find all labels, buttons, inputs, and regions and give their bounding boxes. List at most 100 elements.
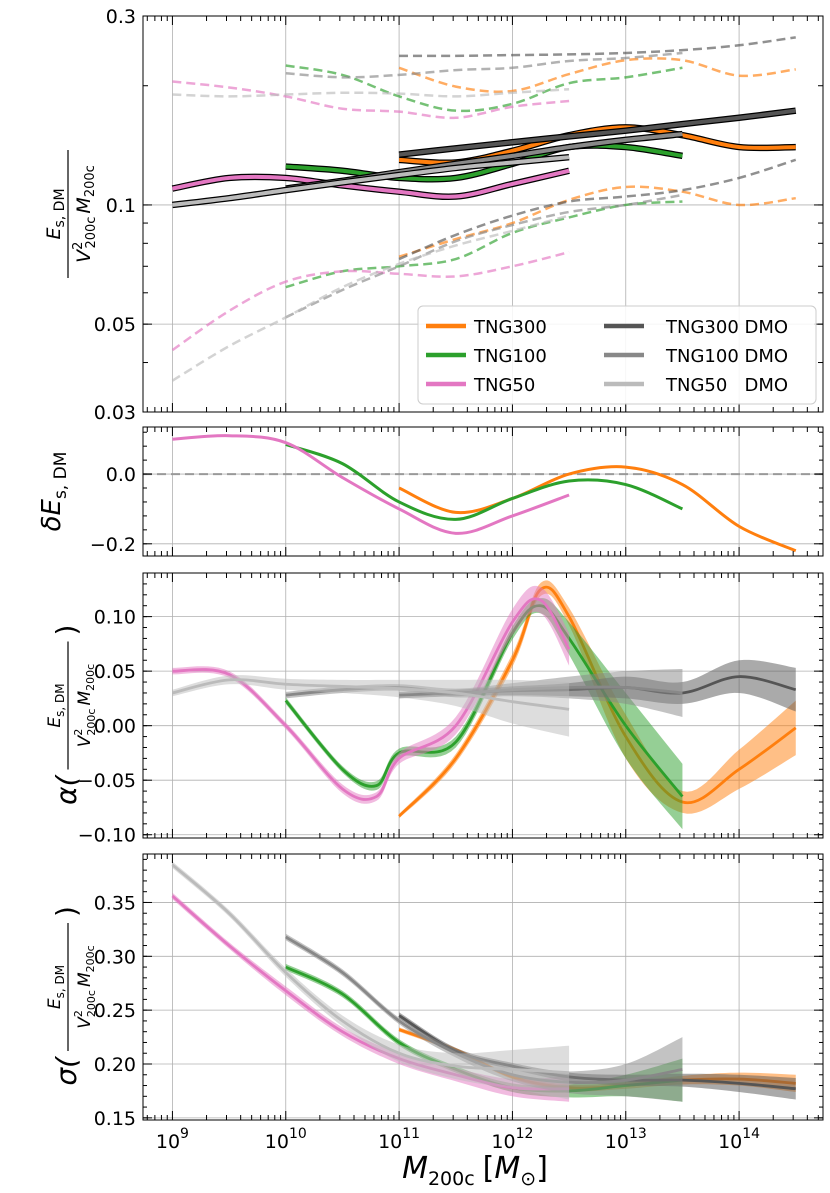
- series-line: [285, 143, 683, 182]
- label-denominator: V2200cM200c: [72, 664, 98, 747]
- panel-frame: [142, 853, 824, 1121]
- x-axis-title: M200c [M⊙]: [402, 1151, 548, 1190]
- series-tng300-dashed-6: [398, 57, 796, 93]
- series-line: [398, 585, 797, 818]
- label-part: E: [43, 228, 65, 240]
- y-tick-label: 0.03: [94, 402, 136, 424]
- label-denominator: V2200cM200c: [71, 165, 99, 263]
- series-line: [172, 678, 570, 711]
- series-line: [171, 863, 570, 1075]
- series-tng300-dmo-dashed-12: [399, 36, 796, 58]
- y-tick-label: −0.10: [78, 825, 136, 847]
- y-tick-label: 0.05: [94, 661, 136, 683]
- x-ticks-es: [146, 16, 819, 412]
- x-label-part: ]: [536, 1151, 548, 1186]
- y-tick-label: 0.35: [94, 892, 136, 914]
- series-line: [172, 168, 570, 199]
- legend-item-tng300-dmo: TNG300 DMO: [604, 317, 788, 338]
- x-label-part: [: [483, 1151, 495, 1186]
- tick-base: 10: [718, 1131, 742, 1153]
- x-tick-label: 1012: [491, 1126, 533, 1153]
- legend-item-tng100: TNG100: [426, 346, 547, 367]
- label-part: E: [45, 717, 65, 728]
- y-ticks-sigma: 0.15 0.20 0.25 0.30 0.35: [94, 858, 823, 1130]
- series-tng50-dashed-11: [171, 250, 570, 352]
- series-tng50-dmo-solid-outlined-5: [172, 153, 570, 209]
- x-ticks-sigma: [146, 854, 819, 1120]
- label-denominator: V2200cM200c: [72, 945, 98, 1028]
- label-prefix: α(: [50, 774, 83, 804]
- tick-exponent: 13: [629, 1126, 647, 1142]
- series-tng300-dmo-solid-outlined-3: [398, 107, 797, 158]
- tick-exponent: 9: [180, 1126, 189, 1142]
- y-tick-label: 0.20: [94, 1054, 136, 1076]
- series-tng50-dmo-dashed-16: [172, 87, 570, 98]
- y-ticks-es: 0.03 0.05 0.1 0.3: [94, 6, 823, 424]
- label-part: 200c: [83, 165, 98, 197]
- label-part: 2: [71, 242, 86, 250]
- series-group-alpha: [172, 580, 797, 830]
- y-tick-label: 0.05: [94, 314, 136, 336]
- label-numerator: Es, DM: [45, 965, 67, 1009]
- x-label-part: 200c: [428, 1168, 475, 1190]
- series-line: [172, 155, 570, 207]
- x-ticks-alpha: [146, 573, 819, 838]
- series-tng50-dashed-10: [172, 80, 570, 120]
- x-label-part: M: [494, 1151, 520, 1186]
- y-tick-label: 0.0: [106, 464, 136, 486]
- series-band: [172, 675, 570, 737]
- y-ticks-alpha: −0.10 −0.05 0.00 0.05 0.10: [78, 572, 823, 847]
- label-prefix: σ(: [50, 1056, 83, 1086]
- label-part: M: [75, 972, 95, 987]
- y-tick-label: 0.15: [94, 1108, 136, 1130]
- x-tick-label: 1013: [605, 1126, 647, 1153]
- x-tick-label: 1011: [378, 1126, 420, 1153]
- x-tick-labels: 109 1010 1011 1012 1013 1014: [156, 1126, 760, 1153]
- label-part: V: [75, 1016, 95, 1029]
- series-tng50-solid-outlined-2: [171, 167, 570, 201]
- x-tick-label: 1014: [718, 1126, 760, 1153]
- label-part: 200c: [84, 664, 97, 691]
- series-tng300-solid-0: [398, 465, 797, 553]
- legend-item-tng50: TNG50: [426, 375, 535, 396]
- series-group-sigma: [171, 861, 796, 1102]
- label-part: δE: [37, 498, 67, 531]
- series-tng50-dmo-dashed-17: [171, 214, 570, 382]
- series-tng100-dmo-dashed-15: [285, 193, 683, 319]
- label-part: V: [73, 248, 95, 263]
- x-tick-label: 109: [156, 1126, 189, 1153]
- label-part: M: [73, 197, 95, 213]
- series-tng100-solid-outlined-1: [285, 142, 683, 183]
- series-tng300-dashed-7: [398, 185, 796, 258]
- y-tick-label: 0.1: [106, 195, 136, 217]
- y-ticks-delta: −0.2 0.0: [90, 431, 823, 556]
- legend-label: TNG300 DMO: [665, 317, 788, 338]
- x-ticks-delta: [146, 427, 819, 556]
- series-tng100-solid-1: [285, 443, 684, 521]
- legend-item-tng50-dmo: TNG50 DMO: [604, 375, 788, 396]
- series-band: [172, 585, 570, 804]
- label-suffix: ): [50, 625, 83, 636]
- label-numerator: Es, DM: [45, 683, 67, 727]
- label-part: 2: [72, 1010, 85, 1017]
- series-group-delta: [172, 434, 797, 553]
- label-part: s, DM: [52, 188, 68, 227]
- tick-exponent: 12: [516, 1126, 534, 1142]
- series-band: [172, 861, 570, 1100]
- label-part: 200c: [85, 990, 98, 1017]
- series-tng100-dashed-9: [285, 200, 683, 289]
- label-part: 200c: [84, 945, 97, 972]
- label-part: E: [45, 998, 65, 1009]
- y-tick-label: 0.10: [94, 607, 136, 629]
- y-axis-label-delta: δEs, DM: [37, 452, 71, 532]
- y-tick-label: −0.2: [90, 534, 136, 556]
- legend-label: TNG100 DMO: [665, 346, 788, 367]
- label-part: s, DM: [53, 683, 67, 716]
